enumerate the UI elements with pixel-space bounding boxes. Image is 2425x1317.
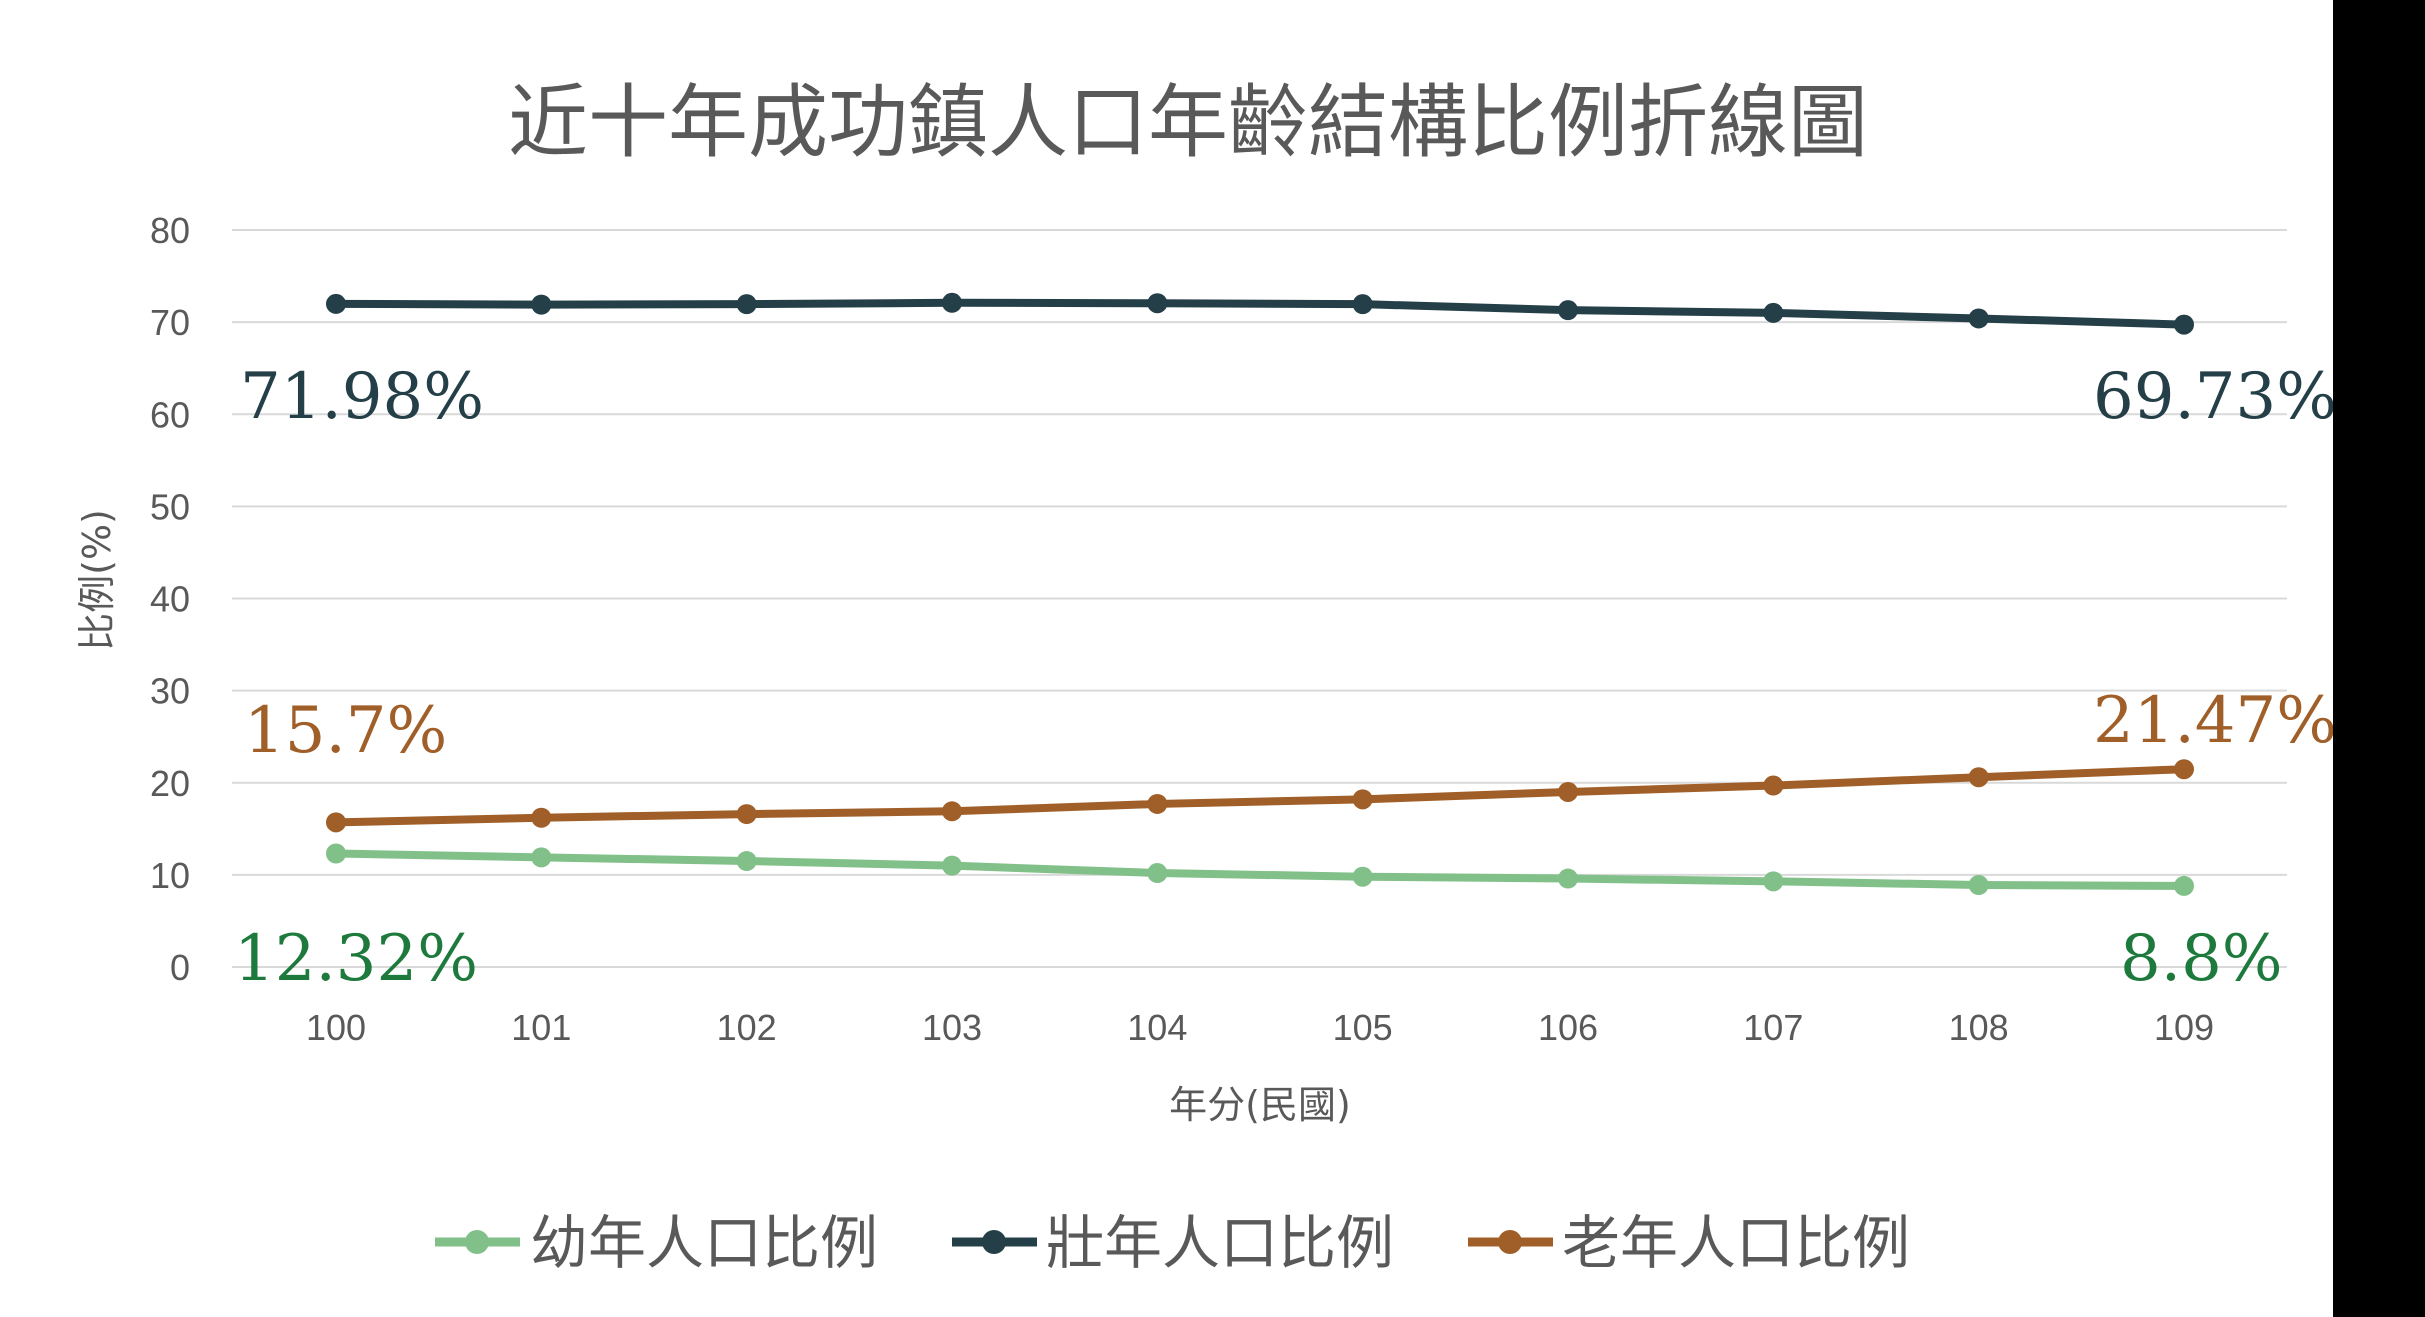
data-point-youth-100 <box>326 843 346 864</box>
data-point-youth-107 <box>1763 871 1784 892</box>
annotation-youth-start: 12.32% <box>234 922 478 996</box>
annotation-youth-end: 8.8% <box>2120 922 2283 996</box>
legend-label-elderly: 老年人口比例 <box>1562 1209 1910 1277</box>
right-edge-strip <box>2333 0 2425 1317</box>
x-tick-label-107: 107 <box>1743 1007 1803 1048</box>
data-point-elderly-103 <box>942 801 962 822</box>
x-tick-label-105: 105 <box>1333 1007 1393 1048</box>
series-line-elderly <box>332 765 2188 827</box>
legend-item-adult: 壯年人口比例 <box>952 1209 1394 1277</box>
y-tick-label-20: 20 <box>150 763 190 804</box>
y-tick-label-80: 80 <box>150 210 190 251</box>
x-tick-label-104: 104 <box>1127 1007 1187 1048</box>
legend-marker-youth <box>465 1230 489 1254</box>
x-tick-label-109: 109 <box>2154 1007 2214 1048</box>
data-point-youth-102 <box>736 851 757 872</box>
data-point-adult-108 <box>1968 308 1989 329</box>
data-point-elderly-100 <box>326 812 346 833</box>
y-tick-label-70: 70 <box>150 302 190 343</box>
x-tick-labels: 100 101 102 103 104 105 106 107 108 109 <box>306 1007 2214 1048</box>
legend-marker-elderly <box>1498 1230 1522 1254</box>
x-tick-label-103: 103 <box>922 1007 982 1048</box>
chart-title: 近十年成功鎮人口年齡結構比例折線圖 <box>508 76 1868 169</box>
data-point-elderly-107 <box>1763 775 1784 796</box>
legend-marker-adult <box>982 1230 1006 1254</box>
annotation-adult-start: 71.98% <box>240 360 484 434</box>
legend-label-youth: 幼年人口比例 <box>530 1209 878 1277</box>
data-point-adult-105 <box>1352 294 1373 315</box>
data-point-youth-105 <box>1352 866 1373 887</box>
y-tick-labels: 0 10 20 30 40 50 60 70 80 <box>150 210 190 988</box>
x-tick-label-108: 108 <box>1949 1007 2009 1048</box>
y-tick-label-30: 30 <box>150 671 190 712</box>
data-point-elderly-105 <box>1352 789 1373 810</box>
data-annotations: 71.98% 69.73% 15.7% 21.47% 12.32% 8.8% <box>234 360 2333 996</box>
data-point-adult-107 <box>1763 302 1784 323</box>
legend-item-elderly: 老年人口比例 <box>1468 1209 1910 1277</box>
y-tick-label-60: 60 <box>150 394 190 435</box>
data-point-youth-106 <box>1558 868 1578 889</box>
series-line-adult <box>332 298 2188 329</box>
data-point-adult-100 <box>326 293 346 314</box>
x-tick-label-102: 102 <box>717 1007 777 1048</box>
legend: 幼年人口比例 壯年人口比例 老年人口比例 <box>435 1209 1910 1277</box>
x-tick-label-100: 100 <box>306 1007 366 1048</box>
y-tick-label-50: 50 <box>150 486 190 527</box>
data-point-adult-109 <box>2174 314 2194 335</box>
y-tick-label-40: 40 <box>150 579 190 620</box>
y-axis-label: 比例(%) <box>75 509 119 651</box>
data-point-elderly-108 <box>1968 767 1989 788</box>
x-tick-label-101: 101 <box>511 1007 571 1048</box>
x-tick-label-106: 106 <box>1538 1007 1598 1048</box>
gridlines <box>232 229 2287 968</box>
y-tick-label-10: 10 <box>150 855 190 896</box>
data-point-youth-101 <box>531 847 552 868</box>
annotation-adult-end: 69.73% <box>2093 360 2333 434</box>
data-point-elderly-102 <box>736 804 757 825</box>
data-point-elderly-106 <box>1558 781 1578 802</box>
legend-item-youth: 幼年人口比例 <box>435 1209 878 1277</box>
data-point-elderly-109 <box>2174 759 2194 780</box>
data-point-youth-109 <box>2174 875 2194 896</box>
data-point-adult-101 <box>531 294 552 315</box>
annotation-elderly-end: 21.47% <box>2093 684 2333 758</box>
annotation-elderly-start: 15.7% <box>244 694 447 768</box>
x-axis-label: 年分(民國) <box>1169 1083 1351 1127</box>
series-line-youth <box>332 849 2188 890</box>
legend-label-adult: 壯年人口比例 <box>1046 1209 1394 1277</box>
data-point-elderly-101 <box>531 807 552 828</box>
data-point-youth-104 <box>1147 863 1168 884</box>
data-point-adult-104 <box>1147 293 1168 314</box>
data-point-adult-102 <box>736 294 757 315</box>
y-tick-label-0: 0 <box>170 947 190 988</box>
data-point-elderly-104 <box>1147 793 1168 814</box>
data-point-adult-103 <box>942 292 962 313</box>
data-point-youth-103 <box>942 855 962 876</box>
series-lines <box>326 292 2194 896</box>
data-point-adult-106 <box>1558 300 1578 321</box>
data-point-youth-108 <box>1968 875 1989 896</box>
